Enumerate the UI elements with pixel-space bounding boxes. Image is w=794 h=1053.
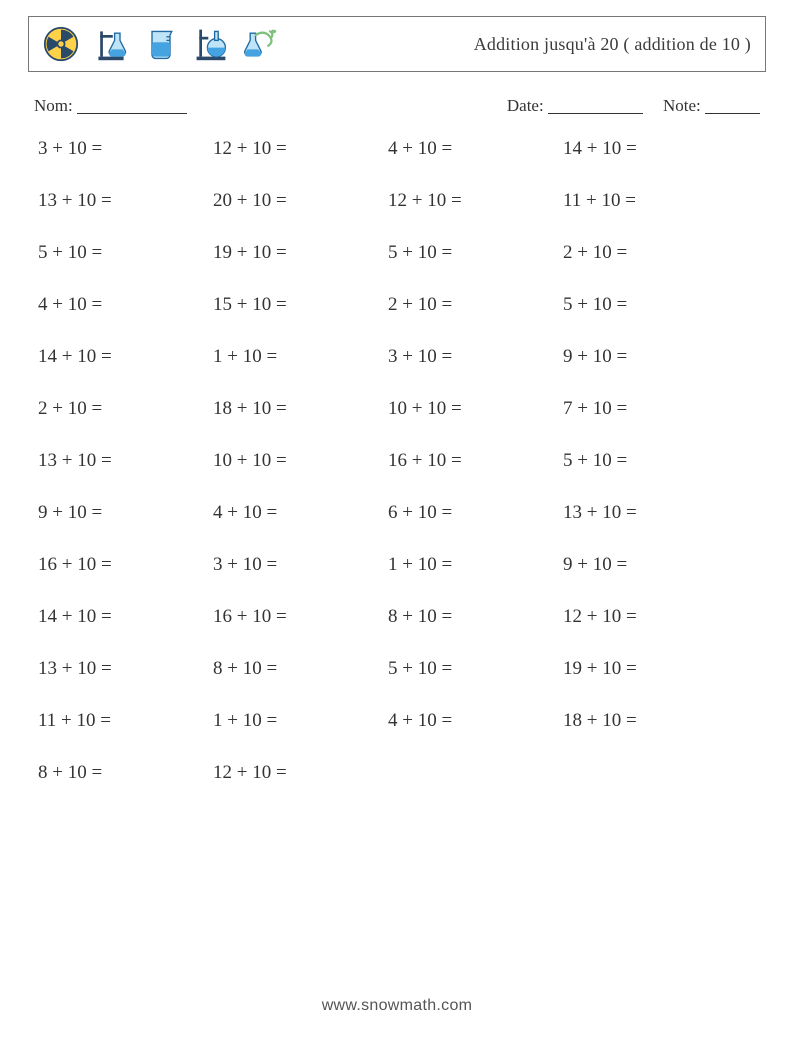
problem-cell: 10 + 10 = xyxy=(213,450,388,472)
problem-cell: 19 + 10 = xyxy=(213,242,388,264)
problem-cell: 11 + 10 = xyxy=(38,710,213,732)
problem-cell: 4 + 10 = xyxy=(388,138,563,160)
radiation-icon xyxy=(43,26,79,62)
problem-cell: 14 + 10 = xyxy=(563,138,738,160)
problem-cell: 2 + 10 = xyxy=(38,398,213,420)
problem-cell: 18 + 10 = xyxy=(563,710,738,732)
problem-cell: 15 + 10 = xyxy=(213,294,388,316)
note-field: Note: xyxy=(663,96,760,116)
distillation-icon xyxy=(243,26,279,62)
header-box: Addition jusqu'à 20 ( addition de 10 ) xyxy=(28,16,766,72)
problem-cell: 2 + 10 = xyxy=(563,242,738,264)
problem-cell: 1 + 10 = xyxy=(388,554,563,576)
flask-stand-icon xyxy=(93,26,129,62)
problem-cell: 5 + 10 = xyxy=(388,658,563,680)
beaker-icon xyxy=(143,26,179,62)
worksheet-title: Addition jusqu'à 20 ( addition de 10 ) xyxy=(474,34,751,55)
problem-cell: 1 + 10 = xyxy=(213,710,388,732)
problem-cell: 5 + 10 = xyxy=(563,450,738,472)
problem-cell: 9 + 10 = xyxy=(38,502,213,524)
name-blank[interactable] xyxy=(77,113,187,114)
note-blank[interactable] xyxy=(705,113,760,114)
problem-cell: 14 + 10 = xyxy=(38,606,213,628)
problem-cell: 5 + 10 = xyxy=(388,242,563,264)
footer-url: www.snowmath.com xyxy=(0,997,794,1015)
problem-grid: 3 + 10 =12 + 10 =4 + 10 =14 + 10 =13 + 1… xyxy=(38,138,770,784)
date-field: Date: xyxy=(507,96,643,116)
problem-cell: 10 + 10 = xyxy=(388,398,563,420)
problem-cell: 13 + 10 = xyxy=(38,658,213,680)
problem-cell: 3 + 10 = xyxy=(388,346,563,368)
note-label: Note: xyxy=(663,96,701,115)
problem-cell: 19 + 10 = xyxy=(563,658,738,680)
problem-cell: 5 + 10 = xyxy=(38,242,213,264)
date-label: Date: xyxy=(507,96,544,115)
problem-cell: 8 + 10 = xyxy=(38,762,213,784)
problem-cell: 13 + 10 = xyxy=(563,502,738,524)
problem-cell: 9 + 10 = xyxy=(563,554,738,576)
retort-icon xyxy=(193,26,229,62)
problem-cell: 8 + 10 = xyxy=(213,658,388,680)
name-field: Nom: xyxy=(34,96,187,116)
header-icons xyxy=(43,26,279,62)
problem-cell: 13 + 10 = xyxy=(38,190,213,212)
meta-row: Nom: Date: Note: xyxy=(34,96,760,116)
problem-cell: 7 + 10 = xyxy=(563,398,738,420)
problem-cell: 9 + 10 = xyxy=(563,346,738,368)
name-label: Nom: xyxy=(34,96,73,115)
problem-cell: 16 + 10 = xyxy=(388,450,563,472)
problem-cell: 1 + 10 = xyxy=(213,346,388,368)
problem-cell: 4 + 10 = xyxy=(38,294,213,316)
problem-cell: 18 + 10 = xyxy=(213,398,388,420)
problem-cell: 3 + 10 = xyxy=(38,138,213,160)
problem-cell: 12 + 10 = xyxy=(213,762,388,784)
worksheet-page: Addition jusqu'à 20 ( addition de 10 ) N… xyxy=(0,0,794,1053)
problem-cell xyxy=(388,762,563,784)
problem-cell: 6 + 10 = xyxy=(388,502,563,524)
problem-cell: 4 + 10 = xyxy=(388,710,563,732)
problem-cell: 12 + 10 = xyxy=(388,190,563,212)
problem-cell: 12 + 10 = xyxy=(563,606,738,628)
problem-cell: 16 + 10 = xyxy=(38,554,213,576)
problem-cell: 20 + 10 = xyxy=(213,190,388,212)
problem-cell: 16 + 10 = xyxy=(213,606,388,628)
problem-cell xyxy=(563,762,738,784)
problem-cell: 2 + 10 = xyxy=(388,294,563,316)
problem-cell: 11 + 10 = xyxy=(563,190,738,212)
problem-cell: 12 + 10 = xyxy=(213,138,388,160)
problem-cell: 13 + 10 = xyxy=(38,450,213,472)
problem-cell: 3 + 10 = xyxy=(213,554,388,576)
date-blank[interactable] xyxy=(548,113,643,114)
problem-cell: 5 + 10 = xyxy=(563,294,738,316)
problem-cell: 4 + 10 = xyxy=(213,502,388,524)
problem-cell: 14 + 10 = xyxy=(38,346,213,368)
problem-cell: 8 + 10 = xyxy=(388,606,563,628)
